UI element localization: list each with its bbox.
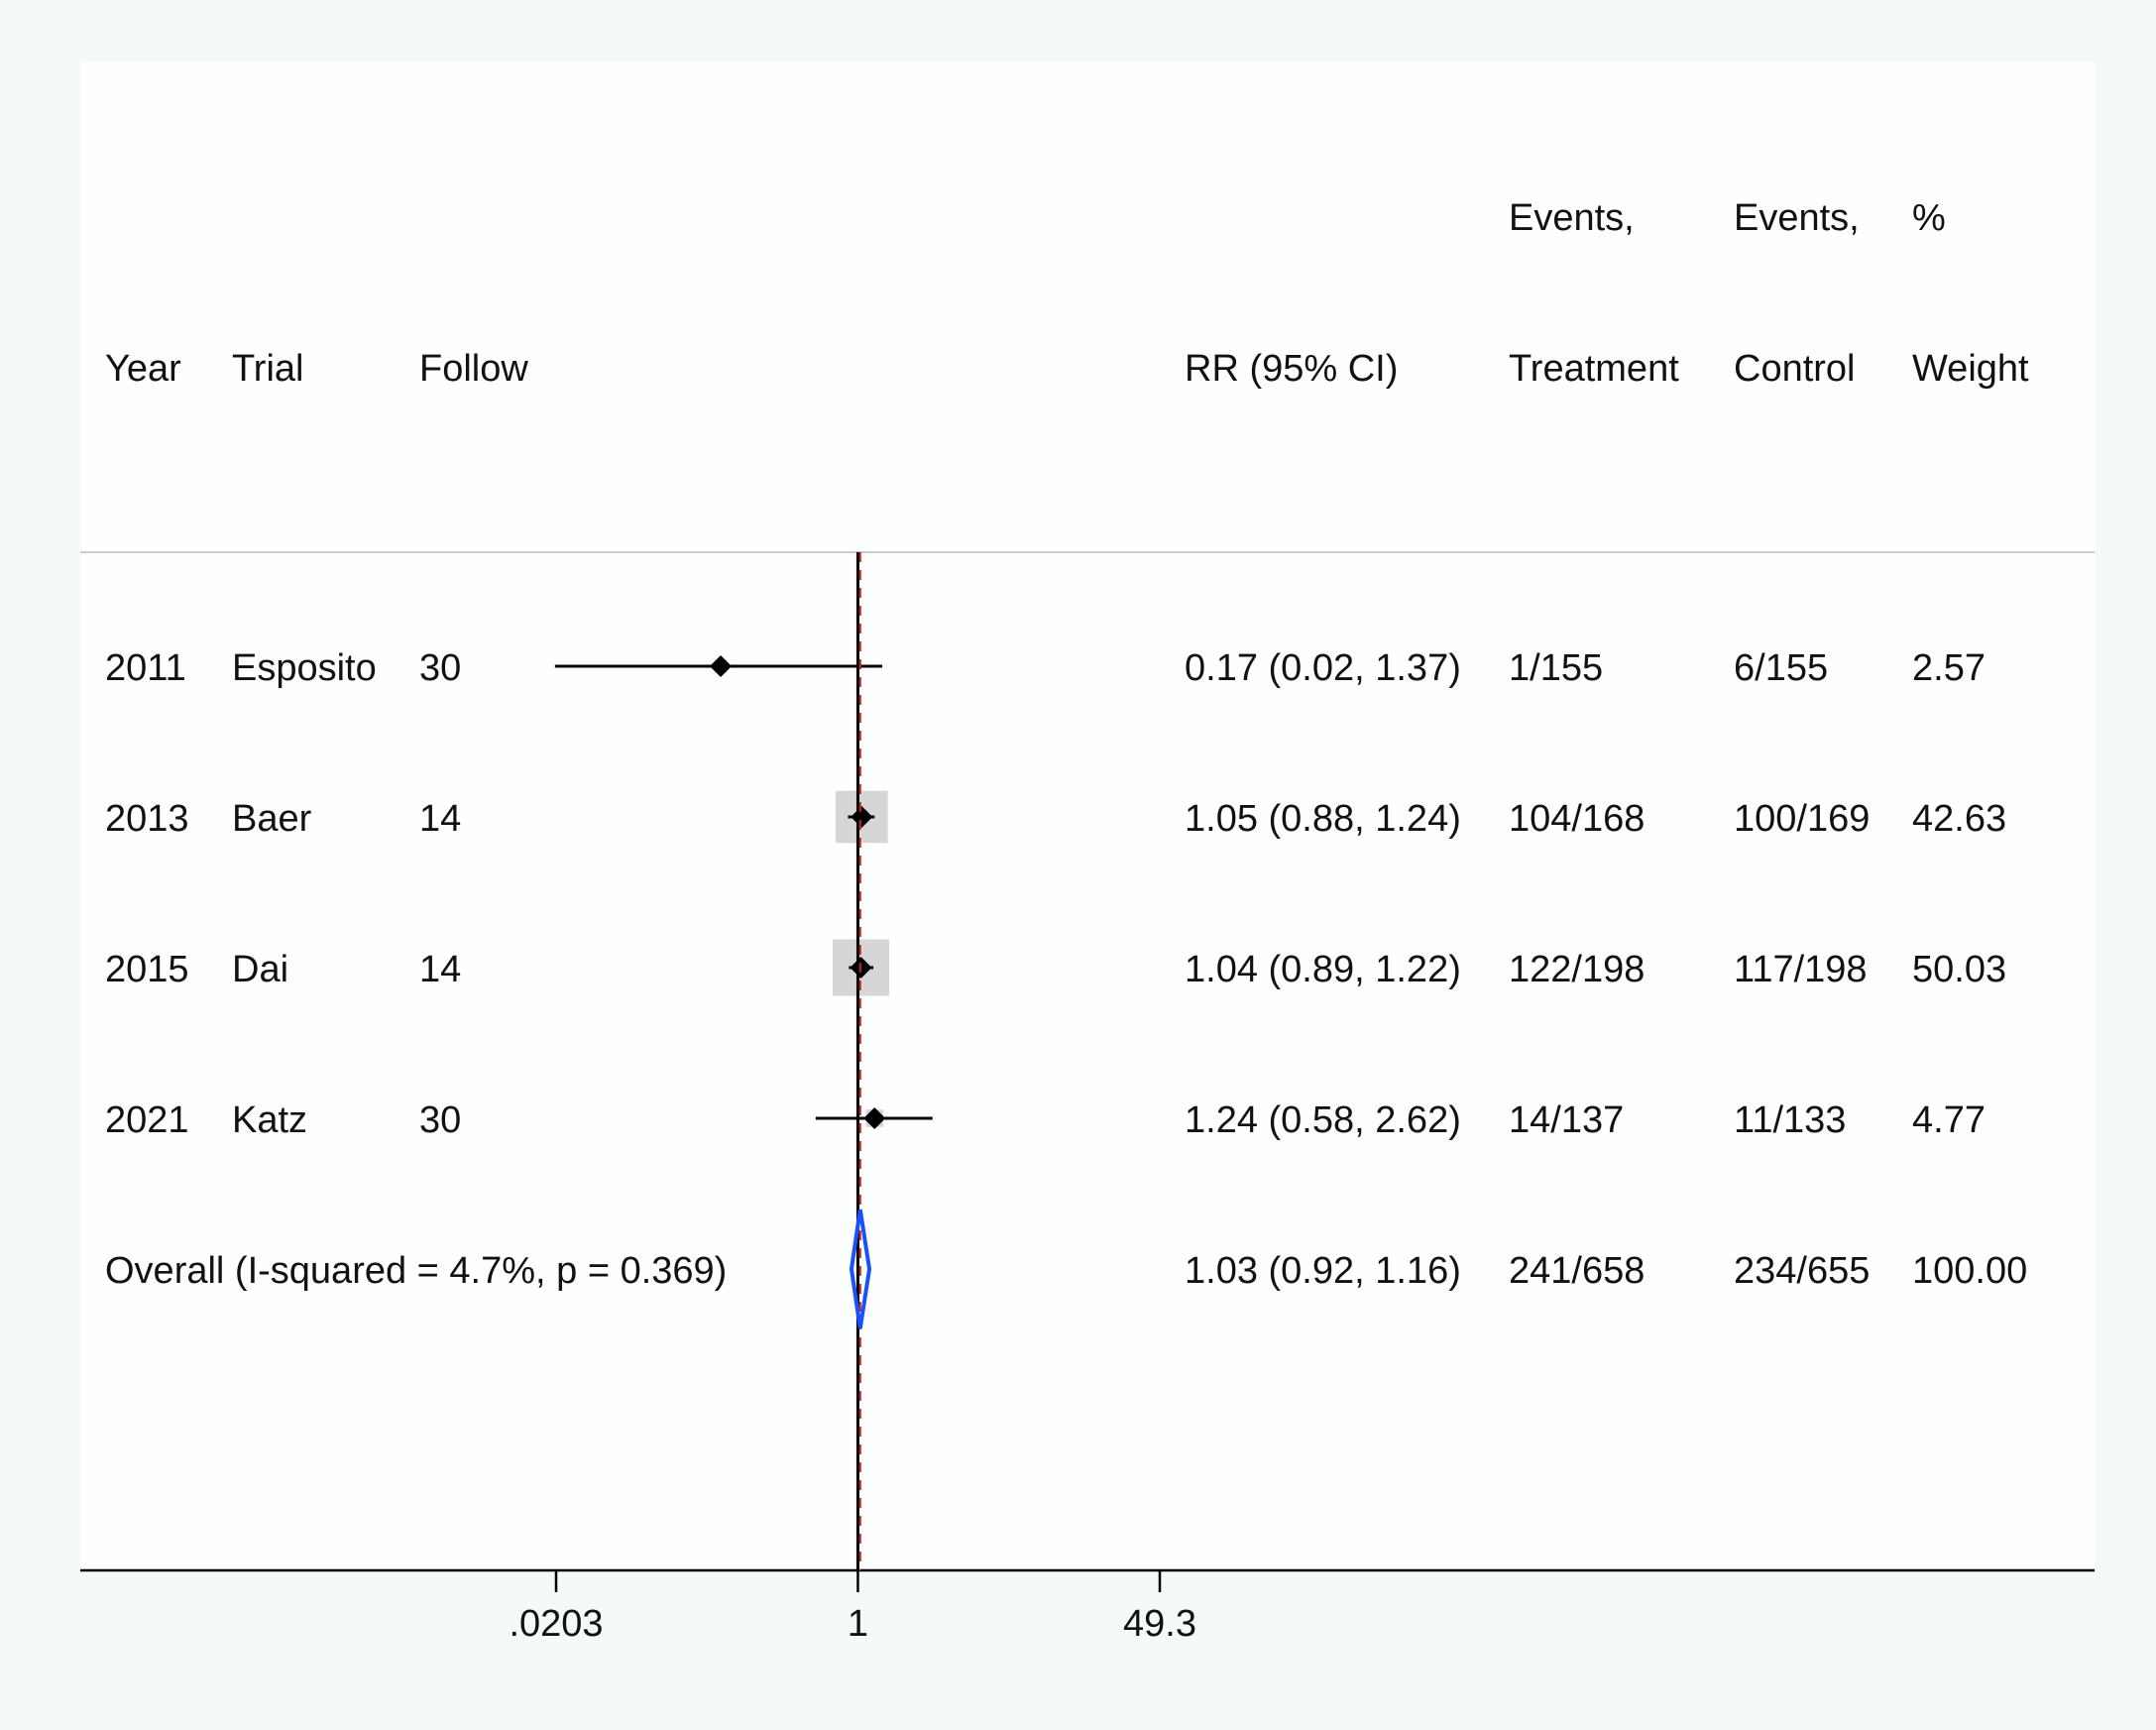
cell-trial: Esposito — [232, 647, 377, 689]
cell-trial: Baer — [232, 798, 312, 840]
plot-marks — [554, 552, 933, 1570]
cell-control: 117/198 — [1734, 949, 1868, 990]
cell-rr: 1.24 (0.58, 2.62) — [1185, 1099, 1461, 1141]
plot-panel — [80, 60, 2095, 1569]
header-control-line1: Events, — [1734, 197, 1860, 239]
cell-overall-control: 234/655 — [1734, 1250, 1870, 1292]
cell-trial: Dai — [232, 949, 288, 990]
cell-follow: 30 — [419, 647, 461, 689]
header-treatment-line2: Treatment — [1509, 348, 1679, 390]
cell-year: 2013 — [105, 798, 189, 840]
x-axis: .0203 1 49.3 — [509, 1570, 1196, 1645]
cell-overall-rr: 1.03 (0.92, 1.16) — [1185, 1250, 1461, 1292]
header-follow: Follow — [419, 348, 528, 390]
study-mark-baer — [835, 790, 888, 844]
cell-rr: 1.05 (0.88, 1.24) — [1185, 798, 1461, 840]
cell-treatment: 14/137 — [1509, 1099, 1624, 1141]
study-mark-esposito — [554, 655, 883, 677]
table-header: Year Trial Follow RR (95% CI) Events, Tr… — [105, 197, 2029, 390]
x-tick-label: 1 — [848, 1603, 868, 1645]
study-mark-katz — [815, 1107, 933, 1129]
header-weight-line2: Weight — [1912, 348, 2029, 390]
cell-follow: 30 — [419, 1099, 461, 1141]
cell-control: 6/155 — [1734, 647, 1828, 689]
header-control-line2: Control — [1734, 348, 1856, 390]
cell-treatment: 122/198 — [1509, 949, 1645, 990]
cell-follow: 14 — [419, 949, 461, 990]
cell-control: 100/169 — [1734, 798, 1870, 840]
header-trial: Trial — [232, 348, 303, 390]
cell-year: 2011 — [105, 647, 186, 689]
cell-year: 2015 — [105, 949, 189, 990]
cell-weight: 50.03 — [1912, 949, 2006, 990]
point-estimate — [863, 1107, 886, 1129]
overall-diamond — [849, 1209, 872, 1329]
cell-control: 11/133 — [1734, 1099, 1846, 1141]
x-tick-label: .0203 — [509, 1603, 603, 1645]
cell-trial: Katz — [232, 1099, 307, 1141]
cell-treatment: 1/155 — [1509, 647, 1603, 689]
cell-rr: 1.04 (0.89, 1.22) — [1185, 949, 1461, 990]
header-weight-line1: % — [1912, 197, 1946, 239]
cell-weight: 4.77 — [1912, 1099, 1986, 1141]
cell-overall-label: Overall (I-squared = 4.7%, p = 0.369) — [105, 1250, 727, 1292]
header-rr: RR (95% CI) — [1185, 348, 1398, 390]
cell-weight: 42.63 — [1912, 798, 2006, 840]
cell-year: 2021 — [105, 1099, 189, 1141]
cell-rr: 0.17 (0.02, 1.37) — [1185, 647, 1461, 689]
x-tick-label: 49.3 — [1123, 1603, 1196, 1645]
point-estimate — [710, 655, 733, 677]
table-rows: 2011 Esposito 30 0.17 (0.02, 1.37) 1/155 6/15… — [105, 647, 2027, 1292]
header-year: Year — [105, 348, 181, 390]
cell-overall-weight: 100.00 — [1912, 1250, 2027, 1292]
cell-treatment: 104/168 — [1509, 798, 1645, 840]
header-treatment-line1: Events, — [1509, 197, 1635, 239]
cell-follow: 14 — [419, 798, 461, 840]
cell-weight: 2.57 — [1912, 647, 1986, 689]
cell-overall-treatment: 241/658 — [1509, 1250, 1645, 1292]
point-estimate — [851, 806, 873, 828]
